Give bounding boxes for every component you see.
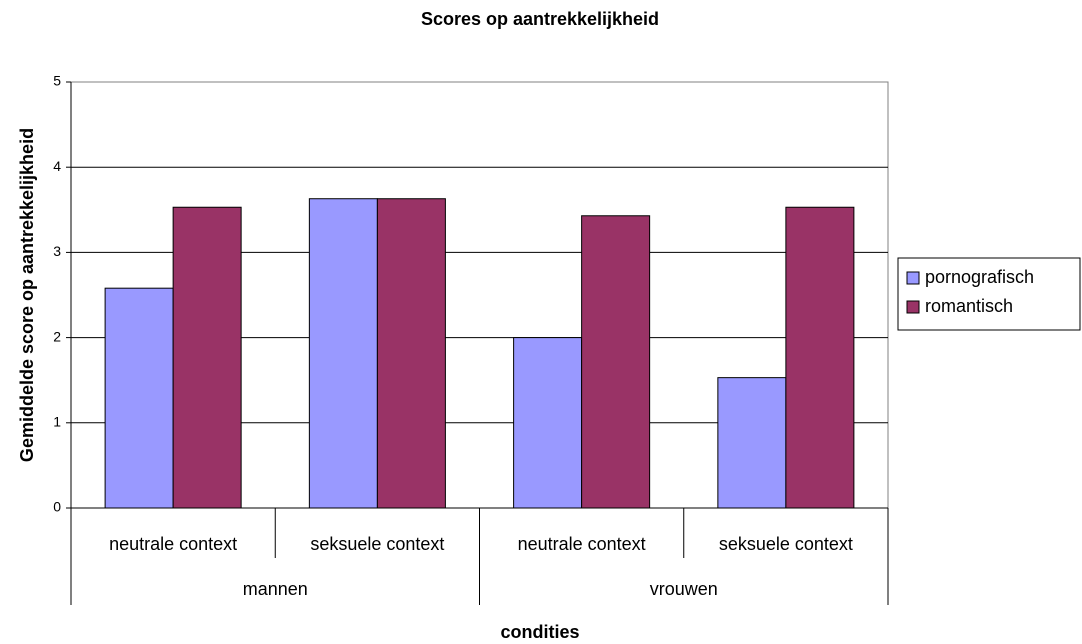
bar xyxy=(104,287,174,509)
bar xyxy=(308,198,378,509)
x-tick-label: seksuele context xyxy=(719,534,853,554)
x-tick-label: seksuele context xyxy=(310,534,444,554)
legend-swatch xyxy=(906,300,920,314)
bar xyxy=(513,337,583,509)
x-tick-label: neutrale context xyxy=(109,534,237,554)
y-axis-title: Gemiddelde score op aantrekkelijkheid xyxy=(17,128,37,462)
y-tick-label: 1 xyxy=(53,414,61,430)
bar xyxy=(376,198,446,509)
chart-title: Scores op aantrekkelijkheid xyxy=(421,9,659,29)
y-tick-label: 0 xyxy=(53,499,61,515)
group-label: mannen xyxy=(243,579,308,599)
bar xyxy=(717,377,787,509)
y-tick-label: 5 xyxy=(53,73,61,89)
group-label: vrouwen xyxy=(650,579,718,599)
legend-swatch xyxy=(906,271,920,285)
x-tick-label: neutrale context xyxy=(518,534,646,554)
y-tick-label: 2 xyxy=(53,328,61,344)
legend xyxy=(897,257,1081,331)
x-axis-title: condities xyxy=(500,622,579,642)
bar xyxy=(785,206,855,509)
bar xyxy=(172,206,242,509)
y-tick-label: 4 xyxy=(53,158,61,174)
legend-label: romantisch xyxy=(925,296,1013,316)
legend-label: pornografisch xyxy=(925,267,1034,287)
y-tick-label: 3 xyxy=(53,243,61,259)
bar xyxy=(581,215,651,509)
